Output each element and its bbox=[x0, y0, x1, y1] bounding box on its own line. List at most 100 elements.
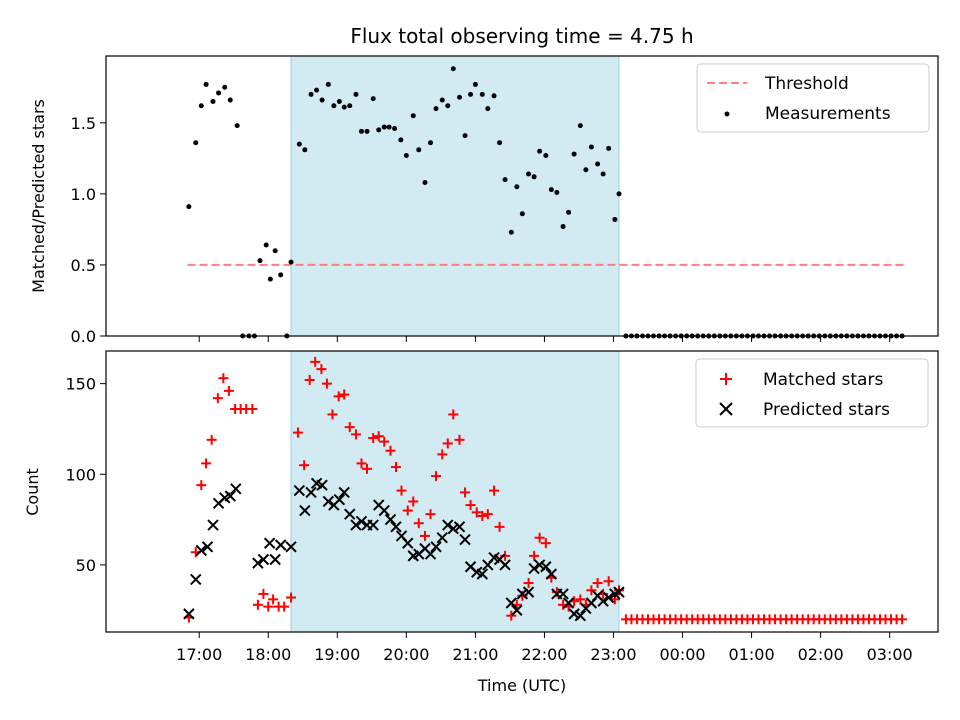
matched-stars-point bbox=[201, 458, 212, 469]
x-b bbox=[442, 519, 454, 531]
x-b bbox=[545, 568, 558, 580]
x-b bbox=[568, 608, 580, 620]
matched-stars-point bbox=[212, 393, 223, 404]
predicted-stars-point bbox=[257, 553, 270, 566]
measurement-point bbox=[433, 106, 439, 112]
predicted-stars-point bbox=[252, 557, 264, 569]
measurement-point bbox=[543, 152, 549, 158]
matched-stars-point bbox=[477, 510, 488, 521]
measurement-point bbox=[416, 147, 422, 153]
legend-predicted-label: Predicted stars bbox=[763, 400, 890, 420]
x-tick-label: 22:00 bbox=[521, 645, 567, 664]
predicted-stars-point bbox=[384, 513, 397, 526]
predicted-stars-point bbox=[190, 573, 202, 586]
measurement-point bbox=[428, 140, 434, 146]
measurement-point bbox=[222, 84, 228, 90]
measurement-point bbox=[462, 133, 468, 139]
x-b bbox=[299, 504, 311, 517]
predicted-stars-point bbox=[322, 495, 335, 508]
measurement-point bbox=[381, 124, 387, 130]
x-tick-label: 17:00 bbox=[176, 645, 222, 664]
top-axes-frame bbox=[105, 55, 939, 337]
measurement-point bbox=[422, 179, 428, 185]
measurement-point bbox=[331, 103, 337, 109]
x-b bbox=[310, 477, 323, 490]
matched-stars-point bbox=[460, 487, 471, 498]
x-b bbox=[263, 537, 276, 549]
top-y-axis-label: Matched/Predicted stars bbox=[29, 99, 48, 293]
chart-title: Flux total observing time = 4.75 h bbox=[350, 24, 693, 48]
matched-stars-point bbox=[402, 505, 413, 516]
matched-stars-point bbox=[592, 578, 603, 589]
predicted-stars-point bbox=[285, 541, 297, 553]
x-b bbox=[367, 519, 379, 531]
matched-stars-point bbox=[379, 436, 390, 447]
y-tick-label: 0.0 bbox=[71, 327, 96, 346]
predicted-stars-point bbox=[344, 508, 356, 520]
x-b bbox=[195, 544, 207, 557]
x-b bbox=[257, 553, 270, 566]
y-tick-label: 1.0 bbox=[71, 185, 96, 204]
top-x-ticks bbox=[198, 336, 891, 342]
measurement-point bbox=[216, 90, 222, 96]
measurement-point bbox=[278, 272, 284, 278]
x-tick-label: 01:00 bbox=[729, 645, 775, 664]
top-legend: Threshold Measurements bbox=[696, 63, 930, 133]
predicted-stars-point bbox=[430, 541, 442, 553]
matched-stars-point bbox=[471, 507, 482, 518]
measurement-point bbox=[403, 152, 409, 158]
measurement-point bbox=[353, 91, 359, 97]
predicted-stars-point bbox=[476, 568, 489, 580]
measurement-point bbox=[485, 106, 491, 112]
matched-stars-point bbox=[534, 532, 545, 543]
x-b bbox=[252, 557, 264, 569]
top-shaded-span bbox=[290, 55, 620, 337]
matched-stars-point bbox=[356, 458, 367, 469]
y-tick-label: 100 bbox=[65, 465, 96, 484]
measurement-point bbox=[526, 171, 532, 177]
bottom-y-axis-label: Count bbox=[23, 468, 42, 516]
predicted-stars-point bbox=[390, 521, 402, 533]
measurement-point bbox=[308, 91, 314, 97]
matched-stars-point bbox=[425, 509, 436, 520]
x-b bbox=[522, 586, 535, 598]
top-y-ticks: 0.0 0.5 1.0 1.5 bbox=[71, 114, 106, 346]
predicted-stars-point bbox=[602, 591, 615, 604]
measurement-point bbox=[531, 174, 537, 180]
x-b bbox=[274, 539, 287, 551]
measurement-point bbox=[508, 229, 514, 235]
matched-stars-point bbox=[223, 385, 234, 396]
x-b bbox=[430, 541, 442, 553]
matched-stars-point bbox=[316, 364, 327, 375]
measurement-point bbox=[386, 124, 392, 130]
matched-stars-point bbox=[385, 445, 396, 456]
measurement-point bbox=[612, 216, 618, 222]
x-b bbox=[464, 561, 477, 573]
x-tick-label: 03:00 bbox=[867, 645, 913, 664]
matched-stars-point bbox=[299, 460, 310, 471]
predicted-stars-point bbox=[562, 597, 575, 609]
x-b bbox=[344, 508, 356, 520]
predicted-stars-point bbox=[540, 561, 552, 573]
matched-stars-point bbox=[268, 594, 279, 605]
measurement-point bbox=[288, 259, 294, 265]
matched-stars-point bbox=[408, 496, 419, 507]
x-b bbox=[533, 559, 546, 571]
matched-stars-point bbox=[603, 576, 614, 587]
x-b bbox=[207, 519, 219, 531]
matched-stars-point bbox=[196, 480, 207, 491]
predicted-stars-point bbox=[459, 533, 471, 546]
matched-stars-point bbox=[361, 463, 372, 474]
top-legend-box bbox=[696, 63, 930, 133]
measurement-point bbox=[267, 276, 273, 282]
x-b bbox=[355, 515, 368, 528]
legend-measurements-label: Measurements bbox=[765, 104, 891, 124]
x-b bbox=[201, 541, 214, 553]
measurement-point bbox=[554, 189, 560, 195]
x-b bbox=[505, 597, 518, 609]
x-b bbox=[269, 553, 281, 566]
matched-stars-point bbox=[448, 409, 459, 420]
y-tick-label: 0.5 bbox=[71, 256, 96, 275]
legend-predicted-swatch bbox=[719, 402, 733, 416]
matched-stars-point bbox=[247, 404, 258, 415]
